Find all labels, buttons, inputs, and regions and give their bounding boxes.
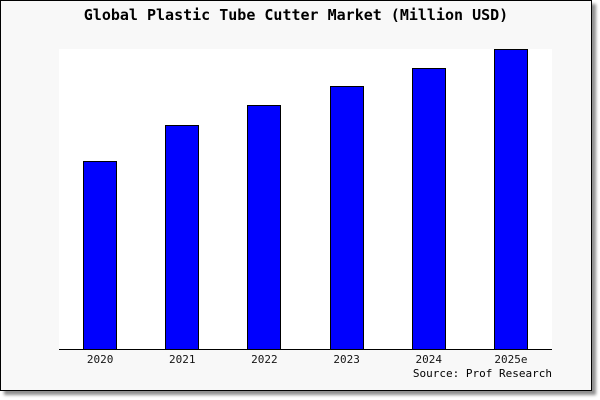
x-tick-2021: 2021 bbox=[169, 353, 196, 366]
bar-2021 bbox=[165, 124, 200, 349]
x-tick-2024: 2024 bbox=[415, 353, 443, 366]
bar-slot-2021 bbox=[141, 49, 223, 349]
bar-slot-2020 bbox=[59, 49, 141, 349]
bar-2020 bbox=[83, 160, 118, 349]
chart-title: Global Plastic Tube Cutter Market (Milli… bbox=[83, 6, 509, 24]
bar-2025e bbox=[493, 49, 528, 349]
bar-slot-2025e bbox=[470, 49, 552, 349]
bar-slot-2023 bbox=[306, 49, 388, 349]
x-axis-tick-labels: 2020 2021 2022 2023 2024 2025e bbox=[59, 353, 552, 366]
plot-area bbox=[59, 49, 552, 350]
x-tick-2022: 2022 bbox=[251, 353, 278, 366]
x-tick-2023: 2023 bbox=[333, 353, 360, 366]
bar-slot-2024 bbox=[388, 49, 470, 349]
bar-slot-2022 bbox=[223, 49, 305, 349]
bar-2023 bbox=[329, 86, 364, 349]
bar-2022 bbox=[247, 105, 282, 349]
source-credit: Source: Prof Research bbox=[412, 367, 552, 380]
bar-2024 bbox=[411, 67, 446, 349]
x-tick-2025e: 2025e bbox=[494, 353, 528, 366]
x-tick-2020: 2020 bbox=[86, 353, 114, 366]
